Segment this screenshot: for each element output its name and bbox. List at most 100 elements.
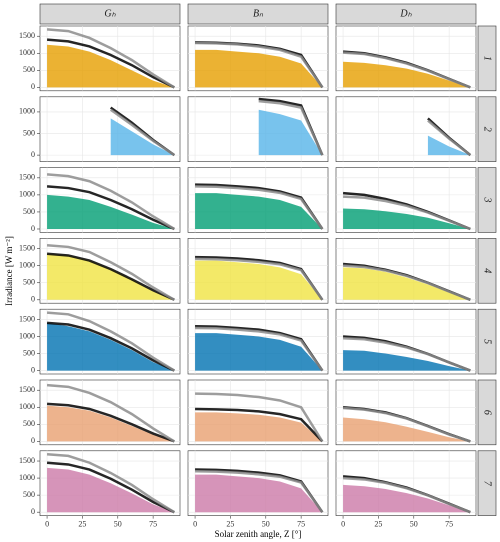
- y-tick-label: 1000: [19, 190, 35, 199]
- x-tick-label: 0: [193, 519, 197, 528]
- x-tick-label: 50: [410, 519, 418, 528]
- x-tick-label: 25: [226, 519, 234, 528]
- limit-band: [258, 99, 324, 156]
- point-cloud: [195, 333, 323, 371]
- y-tick-label: 0: [31, 295, 35, 304]
- limit-band: [46, 243, 175, 301]
- strip: [477, 167, 497, 233]
- y-axis-label: Irradiance [W m⁻²]: [4, 236, 14, 306]
- y-tick-label: 1500: [19, 385, 35, 394]
- point-cloud: [343, 61, 471, 88]
- limit-band: [46, 173, 175, 231]
- y-tick-label: 0: [31, 224, 35, 233]
- limit-band: [46, 461, 175, 514]
- column-title: Dₕ: [399, 8, 412, 19]
- limit-band: [342, 264, 471, 301]
- limit-band: [195, 41, 324, 89]
- y-tick-label: 1000: [19, 107, 35, 116]
- strip: [477, 238, 497, 304]
- x-tick-label: 25: [374, 519, 382, 528]
- y-tick-label: 0: [31, 507, 35, 516]
- limit-band: [195, 470, 324, 513]
- limit-band: [46, 311, 175, 372]
- x-tick-label: 50: [114, 519, 122, 528]
- point-cloud: [258, 109, 323, 156]
- limit-band: [109, 108, 176, 157]
- y-tick-label: 1500: [19, 173, 35, 182]
- y-tick-label: 500: [23, 278, 35, 287]
- y-tick-label: 1000: [19, 331, 35, 340]
- strip: [477, 450, 497, 516]
- limit-band: [46, 383, 175, 443]
- limit-band: [195, 183, 324, 230]
- strip: [335, 3, 477, 25]
- limit-band: [343, 336, 471, 372]
- limit-band: [195, 392, 324, 443]
- point-cloud: [343, 417, 471, 442]
- limit-band: [342, 51, 471, 89]
- limit-band: [342, 406, 471, 443]
- y-tick-label: 0: [31, 365, 35, 374]
- x-tick-label: 0: [341, 519, 345, 528]
- x-tick-label: 50: [262, 519, 270, 528]
- limit-band: [46, 452, 175, 514]
- y-tick-label: 1500: [19, 314, 35, 323]
- strip: [477, 308, 497, 375]
- limit-band: [342, 476, 471, 514]
- row-label: 2: [482, 127, 493, 132]
- row-label: 5: [482, 339, 493, 344]
- y-tick-label: 500: [23, 65, 35, 74]
- point-cloud: [47, 44, 175, 88]
- y-tick-label: 1000: [19, 48, 35, 57]
- strip: [39, 3, 181, 25]
- column-title: Bₙ: [253, 8, 264, 19]
- point-cloud: [427, 135, 471, 156]
- point-cloud: [195, 193, 323, 229]
- y-tick-label: 500: [23, 419, 35, 428]
- limit-band: [46, 38, 175, 89]
- limit-band: [427, 119, 472, 157]
- limit-band: [195, 407, 324, 443]
- y-tick-label: 1500: [19, 243, 35, 252]
- y-tick-label: 1000: [19, 402, 35, 411]
- limit-band: [46, 28, 175, 89]
- y-tick-label: 1000: [19, 261, 35, 270]
- y-tick-label: 1000: [19, 473, 35, 482]
- point-cloud: [110, 118, 175, 156]
- point-cloud: [195, 474, 323, 513]
- strip: [477, 379, 497, 446]
- row-label: 6: [482, 410, 493, 415]
- y-tick-label: 1500: [19, 31, 35, 40]
- row-label: 1: [482, 56, 493, 61]
- point-cloud: [343, 208, 471, 229]
- limit-band: [195, 325, 324, 372]
- point-cloud: [195, 49, 323, 88]
- limit-band: [46, 402, 175, 443]
- point-cloud: [47, 405, 175, 442]
- y-tick-label: 1500: [19, 456, 35, 465]
- strip: [187, 3, 329, 25]
- point-cloud: [195, 412, 323, 442]
- row-label: 3: [482, 197, 493, 203]
- point-cloud: [343, 484, 471, 513]
- x-tick-label: 0: [45, 519, 49, 528]
- x-tick-label: 75: [297, 519, 305, 528]
- point-cloud: [47, 253, 175, 300]
- strip: [477, 25, 497, 92]
- limit-band: [46, 252, 175, 301]
- x-tick-label: 75: [149, 519, 157, 528]
- y-tick-label: 500: [23, 490, 35, 499]
- y-tick-label: 500: [23, 348, 35, 357]
- y-tick-label: 0: [31, 436, 35, 445]
- limit-band: [195, 185, 324, 230]
- y-tick-label: 500: [23, 128, 35, 137]
- point-cloud: [47, 467, 175, 513]
- limit-band: [195, 257, 324, 301]
- point-cloud: [47, 194, 175, 229]
- limit-band: [343, 195, 471, 231]
- column-title: Gₕ: [104, 8, 116, 19]
- y-tick-label: 0: [31, 150, 35, 159]
- point-cloud: [47, 322, 175, 371]
- point-cloud: [343, 350, 471, 371]
